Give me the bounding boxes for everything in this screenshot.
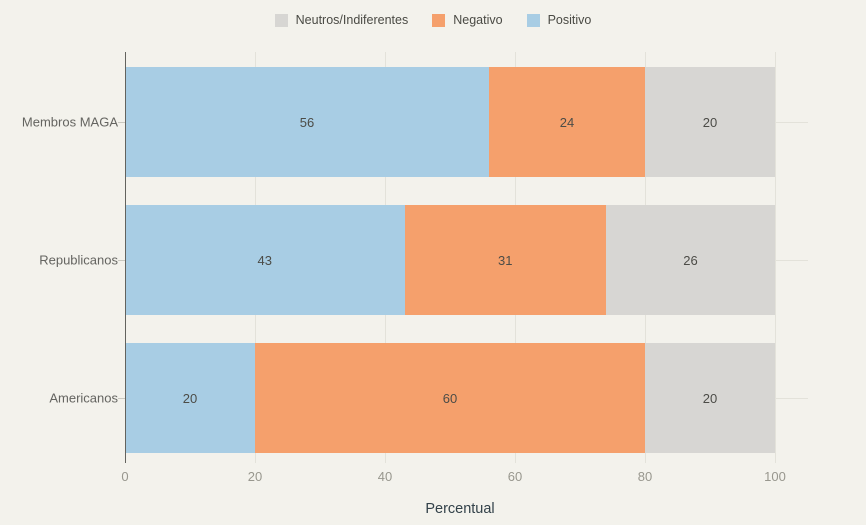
gridline-x-100 [775,52,776,463]
bar-value-label: 24 [559,114,575,130]
bar-value-label: 60 [442,390,458,406]
legend-item-neutros-indiferentes: Neutros/Indiferentes [274,13,409,27]
category-tick-right [775,260,808,261]
category-tick-left [118,122,125,123]
legend-item-positivo: Positivo [526,13,592,27]
bar-row-americanos: 20 60 20 [125,343,775,453]
bar-segment-neutros-indiferentes-americanos: 20 [645,343,775,453]
legend-label: Positivo [547,13,592,27]
bar-segment-negativo-americanos: 60 [255,343,645,453]
bar-value-label: 20 [702,390,718,406]
bar-row-republicanos: 43 31 26 [125,205,775,315]
category-label-republicanos: Republicanos [39,252,118,268]
y-axis-line [125,52,126,463]
x-tick-label-40: 40 [377,469,393,484]
legend-item-negativo: Negativo [432,13,503,27]
category-tick-left [118,260,125,261]
x-axis-title: Percentual [425,501,495,517]
bar-segment-negativo-membros-maga: 24 [489,67,645,177]
category-tick-right [775,398,808,399]
bar-value-label: 56 [299,114,315,130]
category-label-membros-maga: Membros MAGA [21,114,118,130]
bar-segment-positivo-americanos: 20 [125,343,255,453]
category-tick-left [118,398,125,399]
legend-label: Neutros/Indiferentes [295,13,409,27]
x-tick-label-80: 80 [637,469,653,484]
bar-segment-positivo-republicanos: 43 [125,205,405,315]
bar-value-label: 26 [683,252,698,268]
x-tick-label-60: 60 [507,469,523,484]
category-tick-right [775,122,808,123]
legend-swatch-negativo [432,13,446,27]
plot-area: 56 24 20 43 31 26 20 60 20 [125,52,776,463]
bar-value-label: 43 [257,252,272,268]
x-tick-label-100: 100 [764,469,786,484]
legend-swatch-neutros-indiferentes [274,13,288,27]
bar-value-label: 31 [498,252,513,268]
bar-segment-negativo-republicanos: 31 [404,205,606,315]
bar-value-label: 20 [182,390,198,406]
category-label-americanos: Americanos [49,390,118,406]
bar-segment-neutros-indiferentes-republicanos: 26 [606,205,775,315]
bar-value-label: 20 [702,114,718,130]
bar-row-membros-maga: 56 24 20 [125,67,775,177]
legend-swatch-positivo [526,13,540,27]
x-tick-label-20: 20 [247,469,263,484]
x-tick-label-0: 0 [121,469,129,484]
bar-segment-positivo-membros-maga: 56 [125,67,489,177]
chart-legend: Neutros/Indiferentes Negativo Positivo [0,13,866,27]
bar-segment-neutros-indiferentes-membros-maga: 20 [645,67,775,177]
legend-label: Negativo [453,13,503,27]
